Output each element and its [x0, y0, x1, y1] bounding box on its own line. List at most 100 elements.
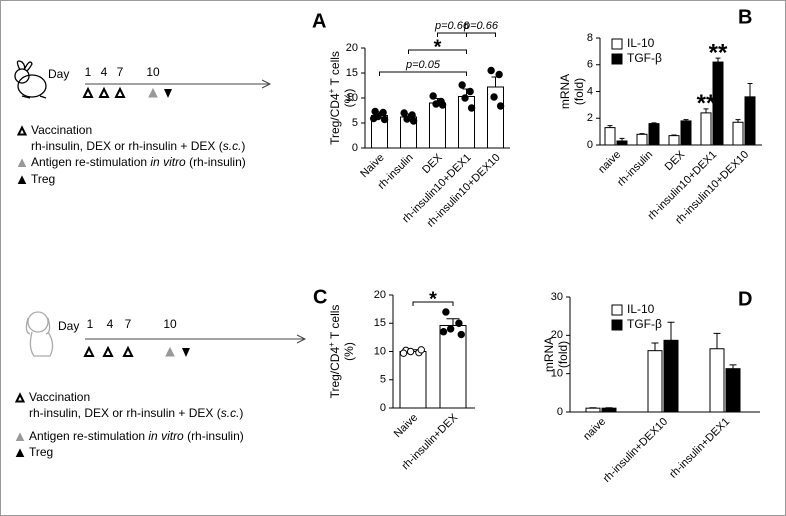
bar: [709, 348, 725, 413]
legend-label: IL-10: [627, 36, 655, 50]
bar: [647, 350, 663, 413]
y-label-part: mRNA: [542, 337, 556, 372]
legend-text-part: Antigen re-stimulation: [31, 155, 150, 169]
y-tick-label: 10: [551, 368, 563, 380]
y-tick-label: 8: [587, 32, 593, 44]
y-label-part: T cells: [328, 305, 342, 343]
y-tick-label: 10: [346, 92, 358, 104]
legend-text-part: Antigen re-stimulation: [29, 429, 148, 443]
triangle-marker: [182, 348, 190, 357]
triangle-marker: [15, 432, 25, 441]
data-point: [400, 109, 408, 117]
y-tick-label: 20: [551, 329, 563, 341]
y-label-part: T cells: [328, 51, 342, 89]
y-axis-label: Treg/CD4+ T cells: [327, 51, 343, 145]
error-bar: [735, 119, 741, 123]
triangle-marker: [82, 86, 94, 98]
legend-text: Treg: [29, 445, 53, 459]
bar: [663, 339, 679, 413]
legend-label: TGF-β: [627, 51, 662, 65]
bar: [636, 133, 648, 146]
bar: [744, 96, 756, 146]
legend-text: Antigen re-stimulation in vitro (rh-insu…: [29, 429, 244, 443]
triangle-marker: [17, 158, 27, 167]
day-number: 7: [125, 317, 132, 331]
bar: [725, 368, 741, 413]
y-tick-label: 5: [380, 374, 386, 386]
bracket: [412, 301, 454, 306]
data-point: [439, 328, 448, 336]
y-label-part: mRNA: [558, 74, 572, 109]
panel-letter: D: [738, 288, 752, 310]
legend-text-part: Vaccination: [29, 390, 90, 404]
data-point: [417, 346, 425, 354]
day-number: 1: [85, 65, 92, 79]
triangle-marker: [165, 346, 175, 357]
data-point: [399, 349, 408, 357]
data-point: [490, 93, 498, 101]
triangle-marker: [16, 125, 28, 136]
legend-text-part: Treg: [31, 172, 55, 186]
day-number: 1: [87, 317, 94, 331]
legend-text: Vaccination: [31, 123, 92, 137]
dog-icon: [25, 311, 54, 357]
panel-letter: C: [313, 286, 327, 308]
legend-label: TGF-β: [627, 317, 662, 331]
data-point: [496, 102, 505, 110]
data-point: [438, 101, 447, 109]
day-number: 4: [107, 317, 114, 331]
y-axis-unit: (fold): [572, 78, 586, 105]
significance: **: [709, 39, 728, 66]
legend-swatch: [611, 319, 623, 331]
legend-text: rh-insulin, DEX or rh-insulin + DEX (s.c…: [31, 139, 245, 153]
y-axis-unit: (%): [342, 342, 356, 361]
data-point: [379, 108, 387, 117]
data-point: [467, 104, 476, 112]
bar: [585, 407, 601, 413]
legend-text-part: in vitro: [150, 155, 186, 169]
y-tick-label: 6: [587, 59, 593, 71]
y-tick-label: 30: [551, 291, 563, 303]
y-tick-label: 0: [352, 142, 358, 154]
error-bar: [747, 82, 753, 97]
triangle-marker: [98, 86, 110, 98]
error-bar: [651, 342, 659, 351]
legend-text-part: s.c.: [223, 139, 242, 153]
triangle-marker: [102, 345, 114, 357]
error-bar: [671, 134, 677, 136]
error-bar: [715, 57, 721, 63]
error-bar: [619, 137, 625, 141]
bar: [648, 123, 660, 146]
significance: **: [697, 90, 716, 117]
data-point: [369, 114, 378, 123]
bar: [601, 407, 617, 413]
y-tick-label: 0: [587, 139, 593, 151]
triangle-marker: [15, 448, 25, 457]
y-label-part: Treg/CD4: [328, 93, 342, 145]
data-point: [380, 115, 389, 124]
bracket: [379, 71, 467, 76]
y-tick-label: 15: [346, 67, 358, 79]
error-bar: [651, 122, 657, 124]
y-tick-label: 4: [587, 85, 593, 97]
y-tick-label: 20: [346, 42, 358, 54]
legend-swatch: [611, 304, 623, 316]
data-point: [455, 319, 463, 327]
legend-text: Antigen re-stimulation in vitro (rh-insu…: [31, 155, 246, 169]
data-point: [458, 81, 466, 89]
y-label-part: +: [327, 88, 336, 93]
y-label-part: Treg/CD4: [328, 347, 342, 399]
bracket: [408, 49, 467, 54]
error-bar: [639, 133, 645, 135]
day-label: Day: [58, 319, 79, 333]
bracket: [466, 32, 496, 37]
bracket-label: p=0.66: [463, 20, 499, 32]
bar: [458, 96, 475, 149]
legend-text-part: rh-insulin, DEX or rh-insulin + DEX (: [29, 406, 221, 420]
y-tick-label: 5: [352, 117, 358, 129]
day-number: 4: [101, 65, 108, 79]
day-number: 7: [117, 65, 124, 79]
legend-text-part: ): [239, 406, 243, 420]
